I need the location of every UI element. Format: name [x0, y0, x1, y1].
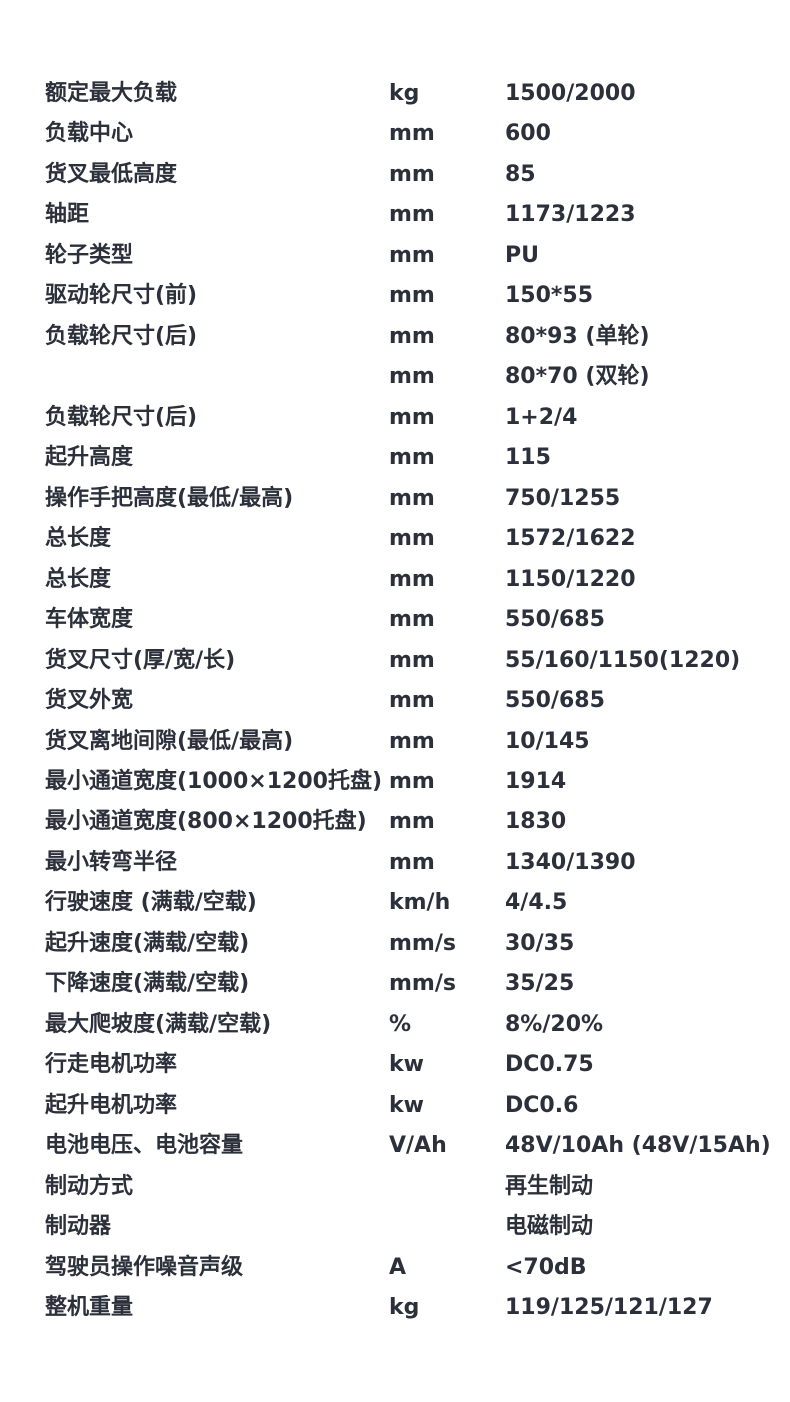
param-unit: km/h — [389, 890, 451, 916]
param-name: 负载轮尺寸(后) — [45, 404, 198, 430]
param-name: 最小转弯半径 — [45, 849, 178, 875]
param-value: 85 — [505, 161, 536, 187]
param-unit: mm — [389, 364, 435, 390]
param-value: 119/125/121/127 — [505, 1295, 713, 1321]
param-unit: mm — [389, 566, 435, 592]
param-name: 货叉离地间隙(最低/最高) — [45, 728, 294, 754]
param-value: 600 — [505, 121, 551, 147]
param-value: 35/25 — [505, 971, 575, 997]
param-name: 起升速度(满载/空载) — [45, 930, 250, 956]
param-name: 最大爬坡度(满载/空载) — [45, 1011, 272, 1037]
param-name: 总长度 — [45, 526, 112, 552]
param-name: 货叉尺寸(厚/宽/长) — [45, 647, 236, 673]
param-value: 电磁制动 — [505, 1214, 594, 1240]
param-value: 1173/1223 — [505, 202, 636, 228]
param-name: 整机重量 — [45, 1295, 134, 1321]
param-value: 1914 — [505, 768, 567, 794]
param-unit: mm — [389, 768, 435, 794]
param-name: 行走电机功率 — [45, 1052, 178, 1078]
param-unit: mm — [389, 485, 435, 511]
param-unit: mm — [389, 849, 435, 875]
param-value: 4/4.5 — [505, 890, 568, 916]
param-value: 30/35 — [505, 930, 575, 956]
param-unit: % — [389, 1011, 412, 1037]
param-name: 轮子类型 — [45, 242, 134, 268]
param-unit: mm/s — [389, 971, 456, 997]
param-unit: A — [389, 1254, 407, 1280]
param-name: 货叉外宽 — [45, 688, 134, 714]
param-name: 车体宽度 — [45, 607, 134, 633]
param-value: 80*70 (双轮) — [505, 364, 650, 390]
param-value: 再生制动 — [505, 1173, 594, 1199]
param-value: 48V/10Ah (48V/15Ah) — [505, 1133, 771, 1159]
param-value: 10/145 — [505, 728, 590, 754]
param-value: 8%/20% — [505, 1011, 604, 1037]
param-value: 55/160/1150(1220) — [505, 647, 741, 673]
param-unit: kg — [389, 81, 420, 106]
param-name: 起升电机功率 — [45, 1092, 178, 1118]
param-value: DC0.6 — [505, 1092, 579, 1118]
param-name: 负载轮尺寸(后) — [45, 323, 198, 349]
param-name: 下降速度(满载/空载) — [45, 971, 250, 997]
param-value: 1830 — [505, 809, 567, 835]
param-unit: kw — [389, 1092, 424, 1118]
param-name: 货叉最低高度 — [45, 161, 178, 187]
param-name: 额定最大负载 — [45, 81, 178, 106]
param-name: 轴距 — [45, 202, 90, 228]
param-unit: mm — [389, 445, 435, 471]
param-value: 1150/1220 — [505, 566, 636, 592]
param-name: 驾驶员操作噪音声级 — [45, 1254, 244, 1280]
param-unit: mm/s — [389, 930, 456, 956]
param-unit: mm — [389, 161, 435, 187]
param-unit: mm — [389, 688, 435, 714]
param-unit: mm — [389, 283, 435, 309]
param-name: 制动器 — [45, 1214, 112, 1240]
param-unit: mm — [389, 728, 435, 754]
param-unit: mm — [389, 526, 435, 552]
param-value: 1572/1622 — [505, 526, 636, 552]
param-unit: mm — [389, 202, 435, 228]
param-value: 550/685 — [505, 688, 605, 714]
param-name: 起升高度 — [45, 445, 134, 471]
param-unit: mm — [389, 607, 435, 633]
param-unit: V/Ah — [389, 1133, 447, 1159]
param-unit: mm — [389, 242, 435, 268]
param-value: DC0.75 — [505, 1052, 594, 1078]
param-name: 行驶速度 (满载/空载) — [45, 890, 257, 916]
param-name: 操作手把高度(最低/最高) — [45, 485, 294, 511]
param-value: 550/685 — [505, 607, 605, 633]
param-name: 负载中心 — [45, 121, 134, 147]
param-value: PU — [505, 242, 539, 268]
param-name: 驱动轮尺寸(前) — [45, 283, 198, 309]
param-unit: mm — [389, 404, 435, 430]
param-name: 制动方式 — [45, 1173, 134, 1199]
param-value: 1+2/4 — [505, 404, 578, 430]
param-value: 115 — [505, 445, 551, 471]
param-value: 150*55 — [505, 283, 594, 309]
param-unit: mm — [389, 121, 435, 147]
param-value: 80*93 (单轮) — [505, 323, 650, 349]
param-unit: mm — [389, 323, 435, 349]
param-value: 1500/2000 — [505, 81, 636, 106]
param-name: 最小通道宽度(800×1200托盘) — [45, 809, 367, 835]
param-name: 总长度 — [45, 566, 112, 592]
param-unit: kg — [389, 1295, 420, 1321]
param-unit: mm — [389, 809, 435, 835]
param-name: 电池电压、电池容量 — [45, 1133, 244, 1159]
param-value: 750/1255 — [505, 485, 621, 511]
param-unit: kw — [389, 1052, 424, 1078]
param-value: <70dB — [505, 1254, 587, 1280]
param-value: 1340/1390 — [505, 849, 636, 875]
param-name: 最小通道宽度(1000×1200托盘) — [45, 768, 383, 794]
param-unit: mm — [389, 647, 435, 673]
